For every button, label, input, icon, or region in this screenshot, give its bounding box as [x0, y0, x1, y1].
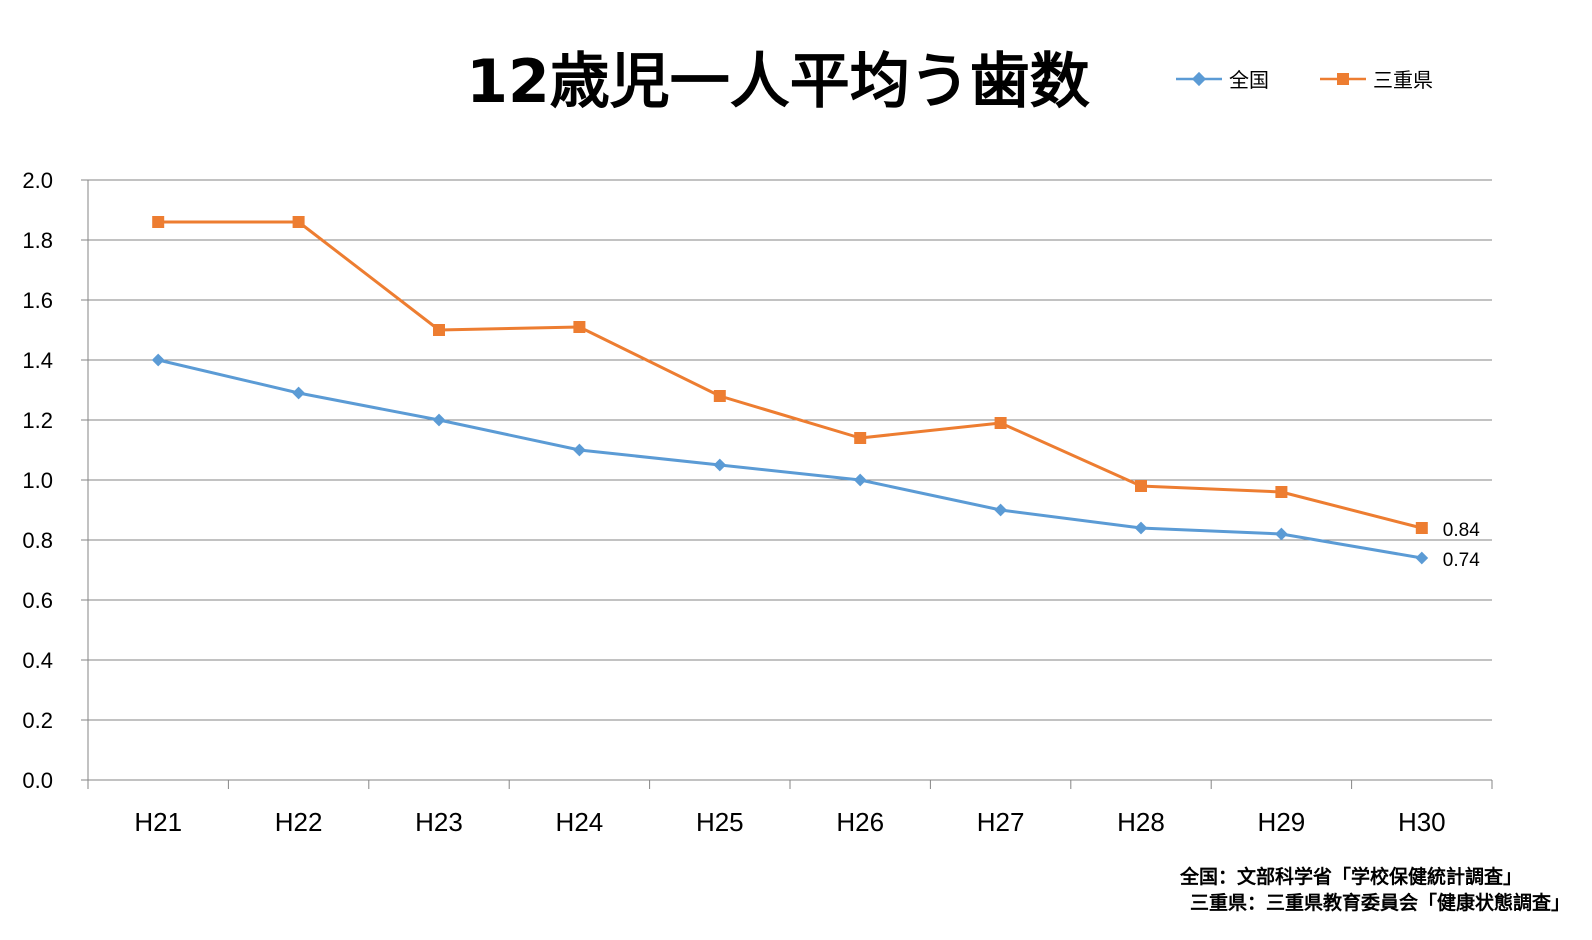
x-axis-tick-labels: H21 H22 H23 H24 H25 H26 H27 H28 H29 H30 — [134, 807, 1445, 837]
y-tick-label: 2.0 — [22, 168, 53, 193]
gridlines — [81, 179, 1492, 781]
x-tick-label: H21 — [134, 807, 182, 837]
legend: 全国 三重県 — [1176, 68, 1433, 92]
series-mie — [152, 216, 1428, 534]
y-tick-label: 1.8 — [22, 228, 53, 253]
y-tick-label: 0.8 — [22, 528, 53, 553]
x-tick-label: H22 — [275, 807, 323, 837]
y-tick-label: 0.0 — [22, 768, 53, 793]
legend-item-national: 全国 — [1176, 68, 1269, 92]
x-tick-label: H24 — [556, 807, 604, 837]
data-label: 0.74 — [1443, 550, 1480, 571]
data-point — [433, 324, 445, 336]
data-point — [573, 443, 586, 457]
x-tick-label: H23 — [415, 807, 463, 837]
data-point — [432, 413, 446, 427]
data-point — [854, 432, 867, 444]
y-tick-label: 0.4 — [22, 648, 53, 673]
data-point — [1135, 480, 1147, 492]
data-point — [292, 216, 305, 228]
data-point — [1415, 551, 1429, 565]
data-point — [1275, 486, 1288, 498]
data-label: 0.84 — [1443, 520, 1480, 541]
data-labels: 0.74 0.84 — [1443, 520, 1480, 571]
chart-title: 12歳児一人平均う歯数 — [466, 47, 1090, 117]
y-tick-label: 0.6 — [22, 588, 53, 613]
legend-label-national: 全国 — [1229, 68, 1269, 92]
x-tick-label: H27 — [977, 807, 1025, 837]
x-tick-label: H28 — [1117, 807, 1165, 837]
source-note-mie: 三重県：三重県教育委員会「健康状態調査」 — [1189, 892, 1570, 914]
data-point — [1415, 522, 1428, 534]
legend-item-mie: 三重県 — [1320, 68, 1433, 92]
x-tick-label: H30 — [1398, 807, 1446, 837]
x-tick-label: H29 — [1258, 807, 1306, 837]
series-national — [151, 353, 1429, 565]
y-tick-label: 1.0 — [22, 468, 53, 493]
data-point — [573, 321, 586, 333]
legend-marker-mie — [1337, 73, 1349, 85]
data-point — [994, 417, 1007, 429]
data-point — [152, 216, 165, 228]
y-tick-label: 1.6 — [22, 288, 53, 313]
data-point — [292, 386, 305, 400]
data-point — [151, 353, 165, 367]
y-tick-label: 1.4 — [22, 348, 53, 373]
data-point — [1134, 521, 1148, 535]
axes — [87, 180, 1493, 789]
y-tick-label: 1.2 — [22, 408, 53, 433]
x-tick-label: H25 — [696, 807, 744, 837]
data-point — [853, 473, 867, 487]
y-tick-label: 0.2 — [22, 708, 53, 733]
data-point — [713, 390, 726, 402]
data-point — [1275, 527, 1288, 541]
data-point — [994, 503, 1007, 517]
x-tick-label: H26 — [836, 807, 884, 837]
series-line — [157, 358, 1423, 560]
source-note-national: 全国：文部科学省「学校保健統計調査」 — [1179, 866, 1522, 888]
legend-marker-national — [1191, 71, 1207, 87]
series — [151, 216, 1429, 565]
series-line — [158, 220, 1423, 530]
y-axis-tick-labels: 0.0 0.2 0.4 0.6 0.8 1.0 1.2 1.4 1.6 1.8 2.0 — [22, 168, 53, 793]
data-point — [713, 458, 727, 472]
legend-label-mie: 三重県 — [1373, 68, 1433, 92]
